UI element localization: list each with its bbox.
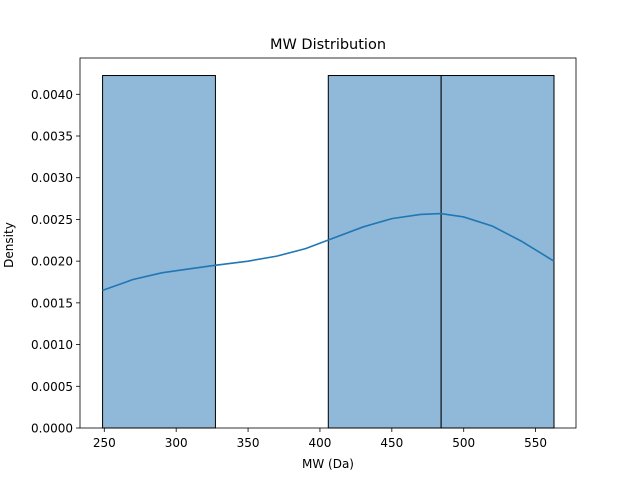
bars-group — [102, 75, 555, 429]
x-tick-label: 300 — [165, 436, 188, 450]
kde-curve — [102, 212, 555, 292]
y-tick-label: 0.0035 — [31, 130, 73, 144]
y-axis-label: Density — [2, 222, 16, 268]
histogram-bar-3 — [440, 75, 555, 429]
x-tick-label: 350 — [237, 436, 260, 450]
y-tick-label: 0.0020 — [31, 255, 73, 269]
x-tick-label: 400 — [308, 436, 331, 450]
x-tick-label: 250 — [93, 436, 116, 450]
y-tick-label: 0.0000 — [31, 422, 73, 436]
y-tick-label: 0.0030 — [31, 171, 73, 185]
x-axis-label: MW (Da) — [302, 457, 354, 471]
x-axis-ticks: 250 300 350 400 450 500 550 — [93, 428, 547, 450]
plot-frame — [79, 57, 577, 429]
y-tick-label: 0.0005 — [31, 380, 73, 394]
histogram-bar-0 — [102, 75, 216, 429]
x-tick-label: 550 — [524, 436, 547, 450]
y-axis-ticks: 0.0000 0.0005 0.0010 0.0015 0.0020 0.0025 0.00… — [31, 88, 80, 436]
y-tick-label: 0.0010 — [31, 338, 73, 352]
y-tick-label: 0.0025 — [31, 213, 73, 227]
y-tick-label: 0.0015 — [31, 296, 73, 310]
histogram-bar-2 — [327, 75, 442, 429]
x-tick-label: 500 — [452, 436, 475, 450]
x-tick-label: 450 — [380, 436, 403, 450]
chart-title: MW Distribution — [270, 37, 386, 53]
y-tick-label: 0.0040 — [31, 88, 73, 102]
